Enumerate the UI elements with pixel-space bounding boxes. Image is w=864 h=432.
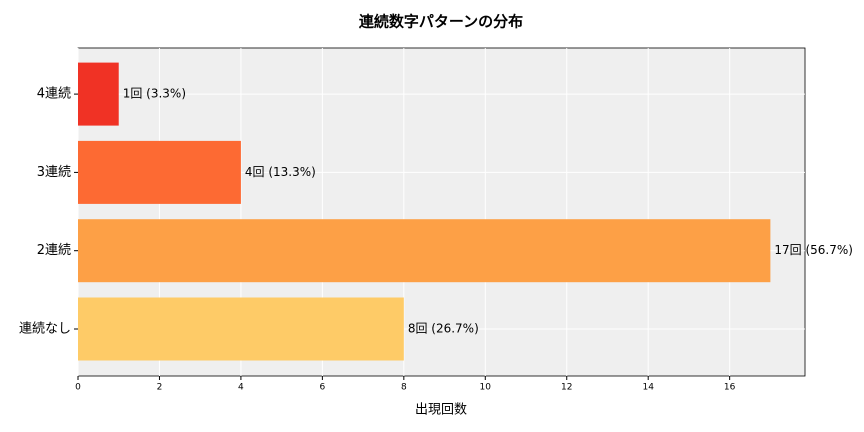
x-tick-label: 14 [642,383,654,393]
bar [78,297,404,361]
value-label: 17回 (56.7%) [774,243,853,257]
x-tick-label: 0 [75,383,81,393]
bars [78,62,771,361]
x-tick-label: 8 [401,383,407,393]
bar [78,62,119,126]
y-tick-label: 4連続 [37,87,71,102]
bar [78,219,771,283]
x-tick-label: 6 [320,383,326,393]
y-tick-label: 連続なし [19,322,71,337]
y-tick-label: 3連続 [37,165,71,180]
value-label: 1回 (3.3%) [123,87,186,101]
chart-title: 連続数字パターンの分布 [359,13,523,31]
x-tick-label: 12 [561,383,572,393]
x-tick-label: 16 [724,383,736,393]
value-label: 8回 (26.7%) [408,322,479,336]
y-tick-label: 2連続 [37,243,71,258]
value-label: 4回 (13.3%) [245,165,316,179]
x-tick-label: 4 [238,383,244,393]
x-axis-label: 出現回数 [415,403,467,418]
x-tick-label: 2 [157,383,163,393]
bar [78,140,241,204]
x-tick-label: 10 [480,383,492,393]
